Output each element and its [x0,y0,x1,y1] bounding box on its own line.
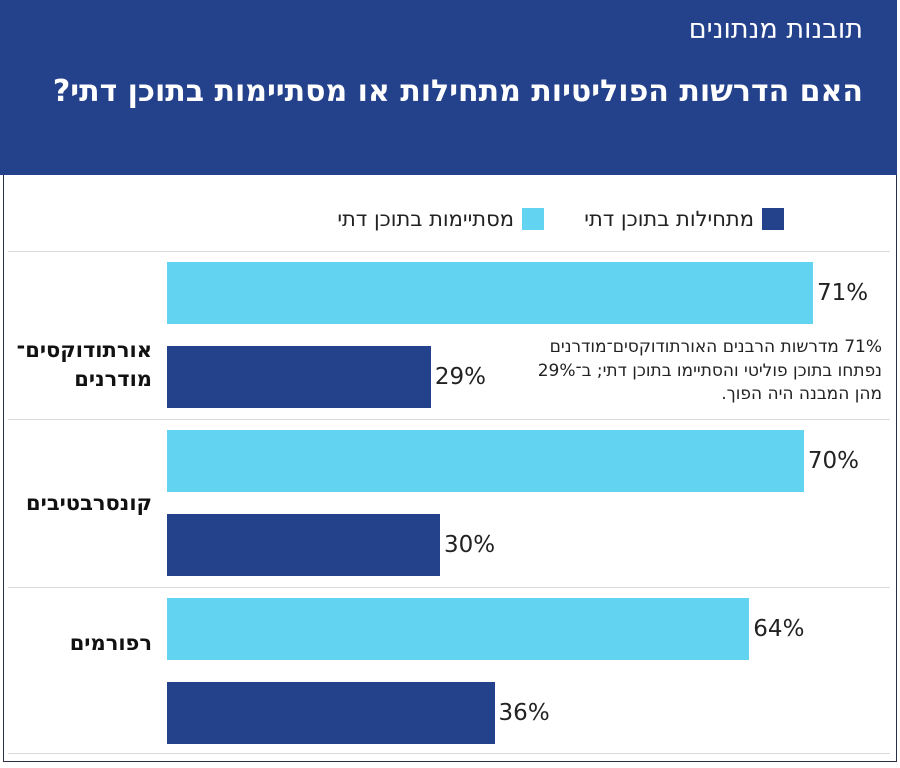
annotation-line: נפתחו בתוכן פוליטי והסתיימו בתוכן דתי; ב… [537,360,882,381]
legend-label-ends: מסתיימות בתוכן דתי [337,207,514,231]
chart-header: תובנות מנתונים האם הדרשות הפוליטיות מתחי… [0,0,897,175]
bar-ends-1 [167,430,804,492]
chart-title: האם הדרשות הפוליטיות מתחילות או מסתיימות… [52,74,863,109]
group-separator [8,753,890,754]
bar-value-label: 64% [753,616,805,642]
annotation-line: 71% מדרשות הרבנים האורתודוקסים־מודרנים [549,337,882,357]
group-separator [8,419,890,420]
category-label: קונסרבטיבים [12,489,152,518]
bar-value-label: 36% [498,700,550,726]
legend-item-ends: מסתיימות בתוכן דתי [337,205,544,233]
bar-starts-2 [167,682,495,744]
category-label-line: אורתודוקסים־ [16,338,152,362]
bar-starts-0 [167,346,431,408]
bar-ends-2 [167,598,750,660]
category-label-line: רפורמים [69,630,152,655]
bar-value-label: 29% [434,364,486,390]
header-kicker: תובנות מנתונים [688,14,863,45]
chart-annotation: 71% מדרשות הרבנים האורתודוקסים־מודרנים נ… [512,336,882,407]
category-label: אורתודוקסים־ מודרנים [12,336,152,394]
bar-ends-0 [167,262,813,324]
category-label-line: מודרנים [74,367,152,391]
group-separator [8,587,890,588]
bar-value-label: 71% [817,280,869,306]
annotation-line: מהן המבנה היה הפוך. [721,384,882,404]
bar-value-label: 70% [807,448,860,474]
legend-item-starts: מתחילות בתוכן דתי [584,205,784,233]
legend-label-starts: מתחילות בתוכן דתי [584,207,754,231]
bar-starts-1 [167,514,440,576]
group-separator [8,251,890,252]
legend-swatch-starts [762,208,784,230]
legend-swatch-ends [522,208,544,230]
category-label: רפורמים [12,629,152,658]
category-label-line: קונסרבטיבים [26,490,152,515]
bar-value-label: 30% [443,532,496,558]
